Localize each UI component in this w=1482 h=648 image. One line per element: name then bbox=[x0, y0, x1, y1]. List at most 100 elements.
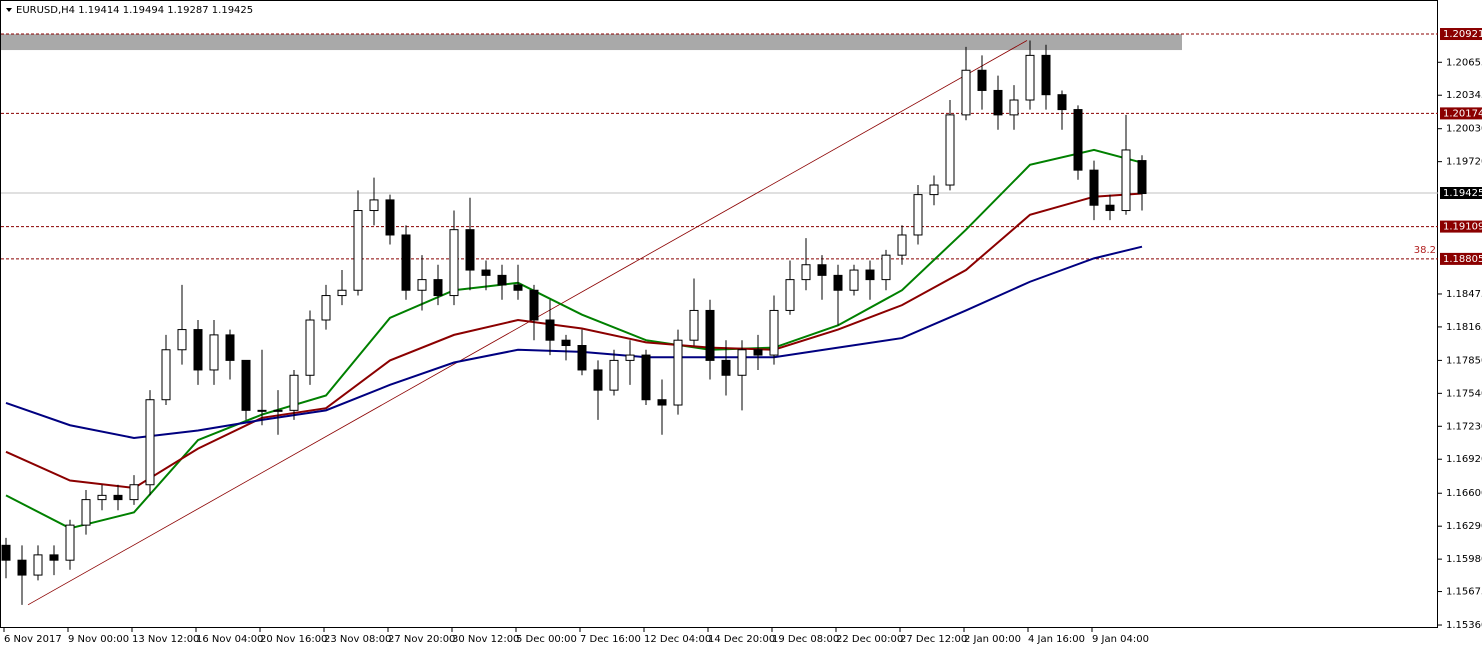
candle-body bbox=[305, 319, 315, 376]
x-tick-label: 27 Nov 20:00 bbox=[388, 634, 455, 645]
price-label-box bbox=[1440, 187, 1482, 200]
candle-body bbox=[657, 399, 667, 406]
price-label-box bbox=[1440, 220, 1482, 233]
candle-body bbox=[129, 484, 139, 501]
candle-body bbox=[945, 114, 955, 186]
price-label: 1.20174 bbox=[1443, 108, 1482, 119]
candle-body bbox=[561, 339, 571, 347]
candle-body bbox=[513, 284, 523, 291]
candle-body bbox=[753, 349, 763, 356]
candle-body bbox=[1089, 169, 1099, 206]
y-tick-label: 1.18475 bbox=[1446, 289, 1482, 300]
candle-body bbox=[433, 279, 443, 297]
chart-title: EURUSD,H4 1.19414 1.19494 1.19287 1.1942… bbox=[16, 5, 253, 16]
y-tick-label: 1.18165 bbox=[1446, 322, 1482, 333]
candle-body bbox=[1105, 204, 1115, 212]
candle-body bbox=[817, 264, 827, 276]
y-tick-label: 1.16600 bbox=[1446, 488, 1482, 499]
candle-body bbox=[593, 369, 603, 391]
candle-body bbox=[81, 499, 91, 526]
price-label: 1.18805 bbox=[1443, 254, 1482, 265]
y-tick-label: 1.17540 bbox=[1446, 388, 1482, 399]
y-tick-label: 1.20345 bbox=[1446, 90, 1482, 101]
candle-body bbox=[929, 184, 939, 196]
x-tick-label: 22 Dec 00:00 bbox=[836, 634, 903, 645]
candle-body bbox=[481, 269, 491, 276]
candle-body bbox=[353, 210, 363, 291]
candle-body bbox=[689, 309, 699, 341]
x-tick-label: 6 Nov 2017 bbox=[4, 634, 62, 645]
candle-body bbox=[1009, 99, 1019, 116]
x-tick-label: 20 Nov 16:00 bbox=[260, 634, 327, 645]
y-tick-label: 1.19720 bbox=[1446, 157, 1482, 168]
candle-body bbox=[641, 354, 651, 401]
candle-body bbox=[401, 234, 411, 291]
x-tick-label: 27 Dec 12:00 bbox=[900, 634, 967, 645]
price-label-box bbox=[1440, 252, 1482, 265]
y-tick-label: 1.15980 bbox=[1446, 554, 1482, 565]
price-label-box bbox=[1440, 28, 1482, 41]
candle-body bbox=[465, 229, 475, 271]
candle-body bbox=[321, 295, 331, 321]
candle-body bbox=[961, 69, 971, 116]
candle-body bbox=[225, 334, 235, 361]
candle-body bbox=[193, 329, 203, 371]
price-label: 1.19425 bbox=[1443, 188, 1482, 199]
x-tick-label: 19 Dec 08:00 bbox=[772, 634, 839, 645]
candle-body bbox=[97, 494, 107, 501]
x-tick-label: 13 Nov 12:00 bbox=[132, 634, 199, 645]
candle-body bbox=[1, 544, 11, 561]
candle-body bbox=[337, 289, 347, 297]
price-label: 1.19109 bbox=[1443, 222, 1482, 233]
moving-average bbox=[5, 192, 1143, 489]
y-tick-label: 1.20655 bbox=[1446, 57, 1482, 68]
candle-body bbox=[449, 229, 459, 297]
candle-body bbox=[849, 269, 859, 291]
candle-body bbox=[273, 409, 283, 412]
price-label: 1.20921 bbox=[1443, 29, 1482, 40]
candle-body bbox=[913, 194, 923, 236]
candle-body bbox=[161, 349, 171, 401]
candle-body bbox=[865, 269, 875, 281]
y-tick-label: 1.15675 bbox=[1446, 587, 1482, 598]
candle-body bbox=[977, 69, 987, 91]
candle-body bbox=[1041, 54, 1051, 96]
candle-body bbox=[33, 554, 43, 576]
candle-body bbox=[417, 279, 427, 291]
menu-arrow bbox=[6, 8, 12, 12]
supply-zone bbox=[1, 34, 1182, 51]
candle-body bbox=[1057, 94, 1067, 111]
candle-body bbox=[113, 494, 123, 501]
x-tick-label: 23 Nov 08:00 bbox=[324, 634, 391, 645]
candle-body bbox=[1025, 54, 1035, 101]
x-tick-label: 2 Jan 00:00 bbox=[964, 634, 1021, 645]
candle-body bbox=[993, 89, 1003, 116]
x-tick-label: 5 Dec 00:00 bbox=[516, 634, 577, 645]
y-tick-label: 1.17850 bbox=[1446, 355, 1482, 366]
candle-body bbox=[385, 199, 395, 236]
x-tick-label: 12 Dec 04:00 bbox=[644, 634, 711, 645]
y-tick-label: 1.16290 bbox=[1446, 521, 1482, 532]
x-tick-label: 9 Jan 04:00 bbox=[1092, 634, 1149, 645]
trend-line bbox=[27, 40, 1028, 606]
candle-body bbox=[881, 254, 891, 281]
candle-body bbox=[721, 359, 731, 376]
y-tick-label: 1.15360 bbox=[1446, 620, 1482, 631]
candle-body bbox=[145, 399, 155, 486]
y-tick-label: 1.17230 bbox=[1446, 421, 1482, 432]
candle-body bbox=[209, 334, 219, 371]
candle-body bbox=[529, 289, 539, 321]
candle-body bbox=[1137, 160, 1147, 195]
candle-body bbox=[17, 559, 27, 576]
candle-body bbox=[1073, 109, 1083, 171]
candle-body bbox=[49, 554, 59, 561]
candle-body bbox=[833, 274, 843, 291]
candle-body bbox=[289, 374, 299, 411]
candle-body bbox=[785, 279, 795, 311]
candle-body bbox=[609, 359, 619, 391]
candle-body bbox=[257, 409, 267, 412]
x-tick-label: 9 Nov 00:00 bbox=[68, 634, 129, 645]
candle-body bbox=[705, 309, 715, 361]
fib-label: 38.2 bbox=[1414, 245, 1436, 256]
candle-body bbox=[577, 345, 587, 371]
